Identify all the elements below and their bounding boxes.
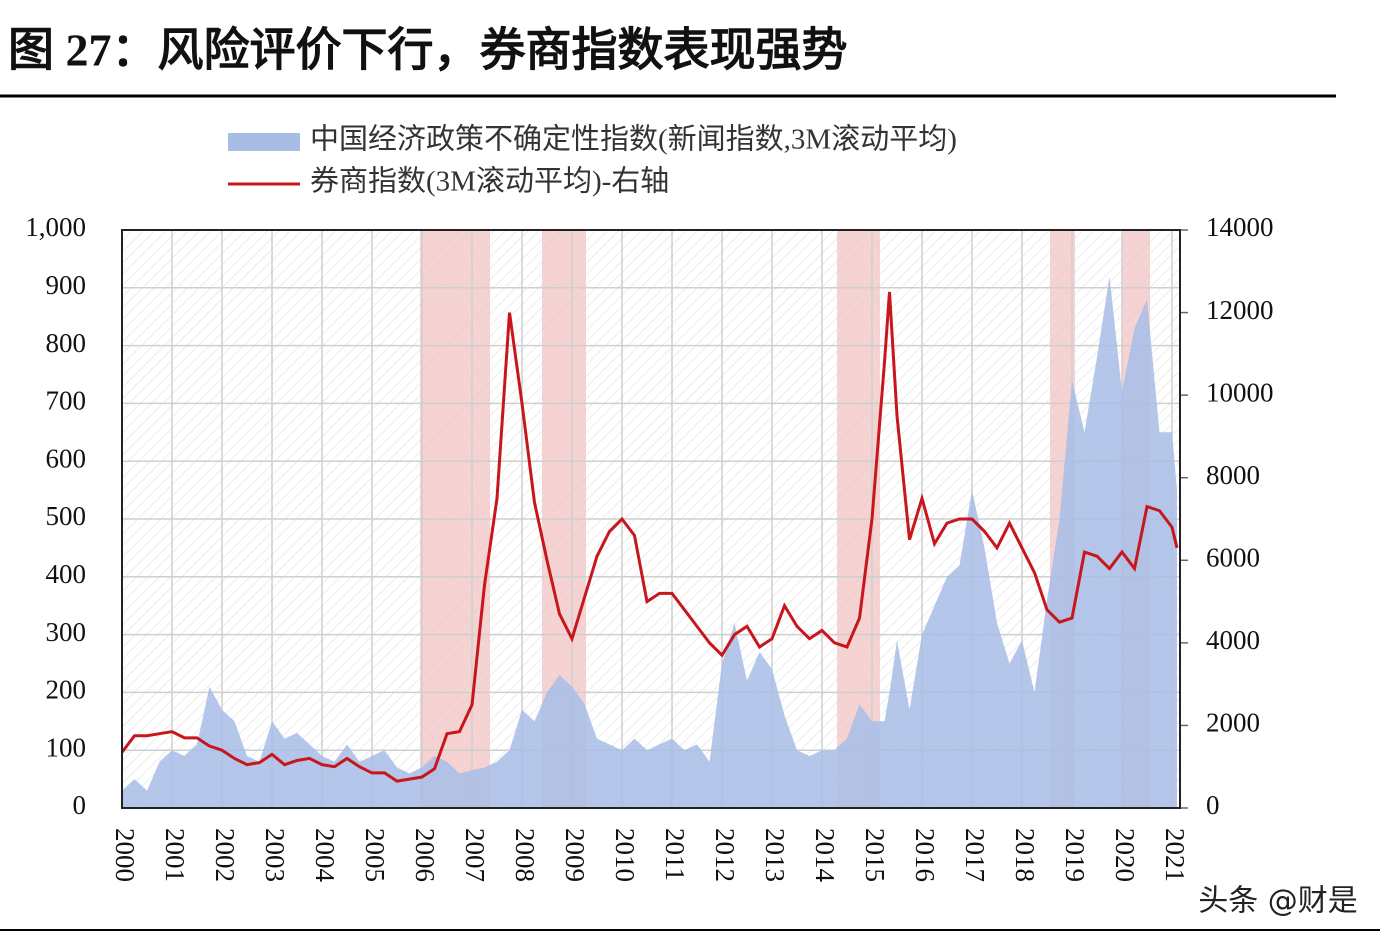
x-tick-label: 2014 xyxy=(810,828,840,883)
y2-tick-label: 8000 xyxy=(1206,460,1260,490)
x-tick-label: 2019 xyxy=(1060,828,1090,882)
y-tick-label: 400 xyxy=(46,559,87,589)
x-tick-label: 2002 xyxy=(210,828,240,882)
x-tick-label: 2015 xyxy=(860,828,890,882)
x-tick-label: 2020 xyxy=(1110,828,1140,882)
x-tick-label: 2007 xyxy=(460,828,490,882)
x-tick-label: 2017 xyxy=(960,828,990,882)
plot-frame xyxy=(121,229,1181,809)
y-tick-label: 1,000 xyxy=(25,212,86,242)
y2-tick-label: 14000 xyxy=(1206,212,1274,242)
y-tick-label: 300 xyxy=(46,617,87,647)
chart-title: 图 27：风险评价下行，券商指数表现强势 xyxy=(8,25,848,76)
y2-tick-label: 6000 xyxy=(1206,542,1260,572)
x-tick-label: 2021 xyxy=(1160,828,1190,882)
x-tick-label: 2003 xyxy=(260,828,290,882)
y2-tick-label: 12000 xyxy=(1206,295,1274,325)
y-tick-label: 200 xyxy=(46,675,87,705)
x-tick-label: 2012 xyxy=(710,828,740,882)
x-tick-label: 2013 xyxy=(760,828,790,882)
y-tick-label: 800 xyxy=(46,328,87,358)
x-tick-label: 2005 xyxy=(360,828,390,882)
watermark: 头条 @财是 xyxy=(1198,884,1358,919)
y2-tick-label: 4000 xyxy=(1206,625,1260,655)
broker-index-line xyxy=(120,291,1179,783)
y-tick-label: 700 xyxy=(46,386,87,416)
x-tick-label: 2001 xyxy=(160,828,190,882)
y2-tick-label: 10000 xyxy=(1206,377,1274,407)
x-tick-label: 2018 xyxy=(1010,828,1040,882)
y2-tick-label: 0 xyxy=(1206,790,1220,820)
legend-label: 中国经济政策不确定性指数(新闻指数,3M滚动平均) xyxy=(310,123,957,156)
y-tick-label: 600 xyxy=(46,443,87,473)
y-tick-label: 100 xyxy=(46,732,87,762)
legend-swatch xyxy=(228,133,300,151)
y2-tick-label: 2000 xyxy=(1206,708,1260,738)
x-tick-label: 2004 xyxy=(310,828,340,883)
x-tick-label: 2016 xyxy=(910,828,940,882)
legend-label: 券商指数(3M滚动平均)-右轴 xyxy=(310,165,669,198)
x-tick-label: 2009 xyxy=(560,828,590,882)
x-tick-label: 2006 xyxy=(410,828,440,882)
x-tick-label: 2000 xyxy=(110,828,140,882)
y-tick-label: 0 xyxy=(73,790,87,820)
x-tick-label: 2008 xyxy=(510,828,540,882)
x-tick-label: 2011 xyxy=(660,828,690,881)
x-tick-label: 2010 xyxy=(610,828,640,882)
y-tick-label: 500 xyxy=(46,501,87,531)
y-tick-label: 900 xyxy=(46,270,87,300)
